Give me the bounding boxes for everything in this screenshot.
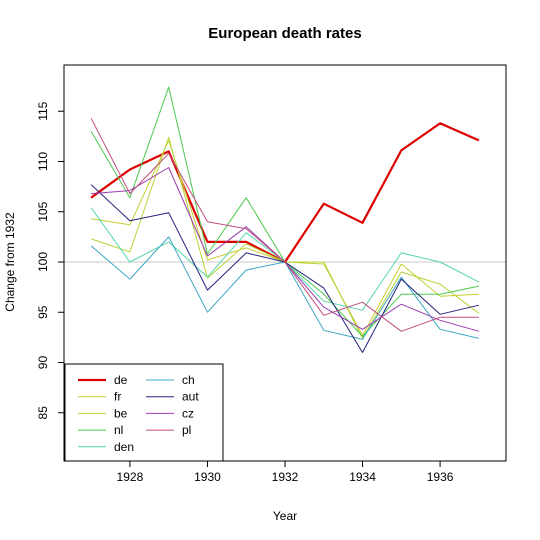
series-line-nl bbox=[90, 86, 480, 337]
series-line-cz bbox=[91, 167, 480, 332]
series-line-fr bbox=[91, 139, 479, 336]
chart-title: European death rates bbox=[208, 25, 361, 42]
legend-label-aut: aut bbox=[182, 390, 199, 404]
y-tick-label: 105 bbox=[36, 201, 50, 221]
plot-frame bbox=[63, 64, 507, 462]
legend-label-fr: fr bbox=[114, 390, 121, 404]
legend-label-ch: ch bbox=[182, 373, 195, 387]
x-tick-label: 1928 bbox=[117, 470, 144, 484]
y-tick-label: 85 bbox=[36, 406, 50, 420]
series-line-pl bbox=[90, 118, 479, 332]
legend-label-den: den bbox=[114, 440, 134, 454]
legend-label-cz: cz bbox=[182, 406, 194, 420]
x-tick-label: 1934 bbox=[349, 470, 376, 484]
y-tick-label: 90 bbox=[36, 356, 50, 370]
y-tick-label: 115 bbox=[36, 101, 50, 120]
x-tick-label: 1936 bbox=[427, 470, 454, 484]
plot-area: 1928 1930 1932 1934 1936 85 90 95 100 105 110 115 bbox=[36, 64, 507, 484]
x-tick-label: 1932 bbox=[272, 470, 299, 484]
series-line-aut bbox=[90, 184, 480, 353]
legend-label-de: de bbox=[114, 373, 128, 387]
y-tick-label: 100 bbox=[36, 252, 50, 272]
x-axis-label: Year bbox=[273, 509, 297, 523]
series-line-de bbox=[90, 122, 480, 264]
y-tick-label: 110 bbox=[36, 152, 50, 171]
series-line-be bbox=[90, 136, 480, 339]
legend-label-nl: nl bbox=[114, 423, 123, 437]
series-line-den bbox=[90, 207, 480, 311]
legend-label-be: be bbox=[114, 406, 128, 420]
legend: de fr be nl den ch aut cz pl bbox=[64, 363, 224, 462]
y-tick-label: 95 bbox=[36, 305, 50, 319]
legend-label-pl: pl bbox=[182, 423, 191, 437]
x-tick-label: 1930 bbox=[194, 470, 221, 484]
y-axis-label: Change from 1932 bbox=[3, 212, 17, 312]
